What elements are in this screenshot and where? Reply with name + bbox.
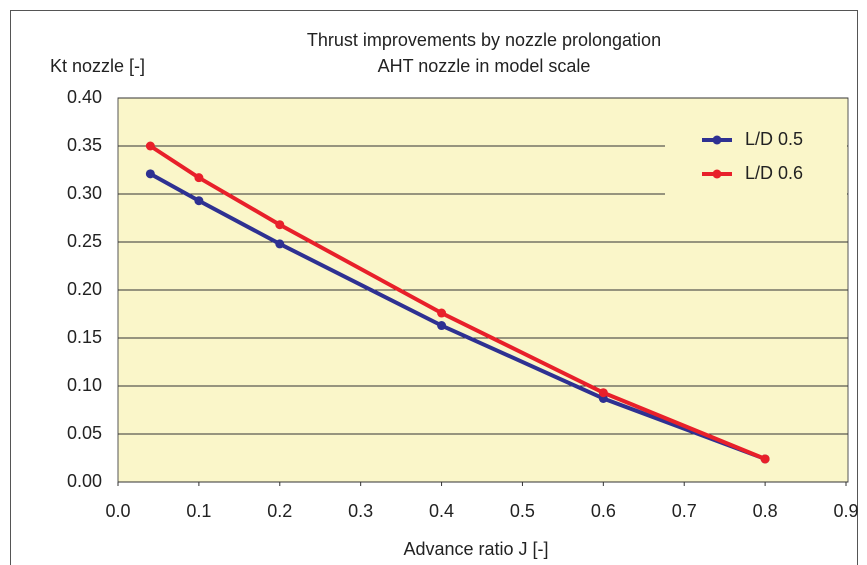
point — [145, 169, 155, 179]
legend-marker — [712, 169, 722, 179]
y-tick-label: 0.15 — [67, 327, 102, 347]
y-tick-label: 0.10 — [67, 375, 102, 395]
x-tick-label: 0.1 — [186, 501, 211, 521]
chart-subtitle: AHT nozzle in model scale — [378, 56, 591, 76]
point — [145, 141, 155, 151]
y-tick-label: 0.00 — [67, 471, 102, 491]
y-tick-label: 0.20 — [67, 279, 102, 299]
y-tick-label: 0.30 — [67, 183, 102, 203]
x-tick-label: 0.4 — [429, 501, 454, 521]
x-tick-label: 0.2 — [267, 501, 292, 521]
x-tick-label: 0.6 — [591, 501, 616, 521]
x-tick-label: 0.0 — [105, 501, 130, 521]
legend-label: L/D 0.5 — [745, 129, 803, 149]
point — [598, 388, 608, 398]
y-tick-label: 0.25 — [67, 231, 102, 251]
y-tick-label: 0.35 — [67, 135, 102, 155]
chart-title: Thrust improvements by nozzle prolongati… — [307, 30, 661, 50]
point — [194, 196, 204, 206]
series-line — [149, 172, 766, 461]
legend-marker — [712, 135, 722, 145]
point — [194, 173, 204, 183]
point — [275, 220, 285, 230]
point — [275, 239, 285, 249]
x-tick-label: 0.3 — [348, 501, 373, 521]
y-tick-label: 0.40 — [67, 87, 102, 107]
x-axis-label: Advance ratio J [-] — [403, 539, 548, 559]
point — [437, 308, 447, 318]
x-tick-label: 0.9 — [833, 501, 858, 521]
point — [760, 454, 770, 464]
x-tick-label: 0.5 — [510, 501, 535, 521]
series-line — [149, 144, 766, 461]
x-tick-label: 0.8 — [753, 501, 778, 521]
x-tick-label: 0.7 — [672, 501, 697, 521]
y-axis-label: Kt nozzle [-] — [50, 56, 145, 76]
point — [437, 321, 447, 331]
legend — [665, 120, 847, 196]
y-tick-label: 0.05 — [67, 423, 102, 443]
legend-label: L/D 0.6 — [745, 163, 803, 183]
